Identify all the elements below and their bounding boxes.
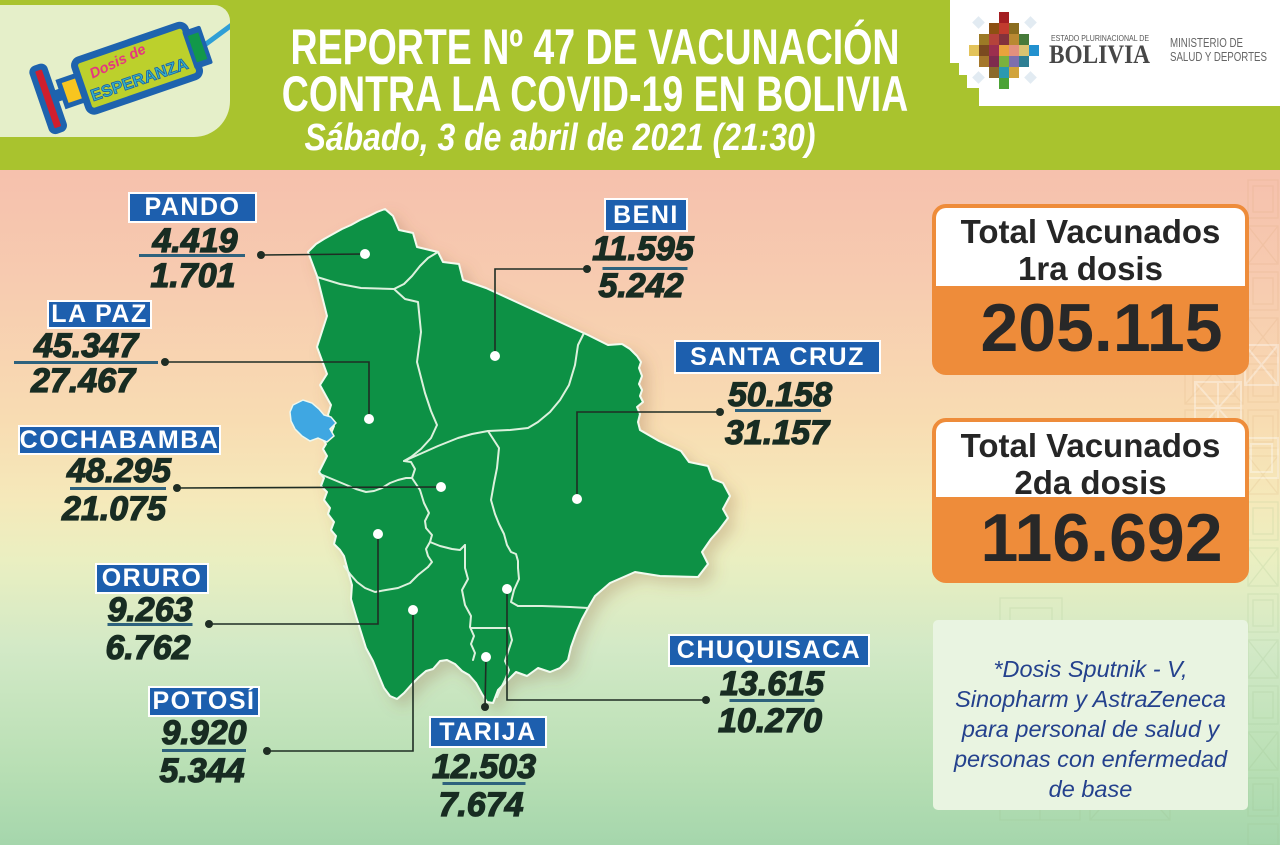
svg-text:ESTADO PLURINACIONAL DE: ESTADO PLURINACIONAL DE (1051, 33, 1149, 43)
svg-text:MINISTERIO DE: MINISTERIO DE (1170, 36, 1243, 50)
svg-text:BOLIVIA: BOLIVIA (1049, 40, 1150, 69)
svg-text:SALUD Y DEPORTES: SALUD Y DEPORTES (1170, 50, 1267, 64)
